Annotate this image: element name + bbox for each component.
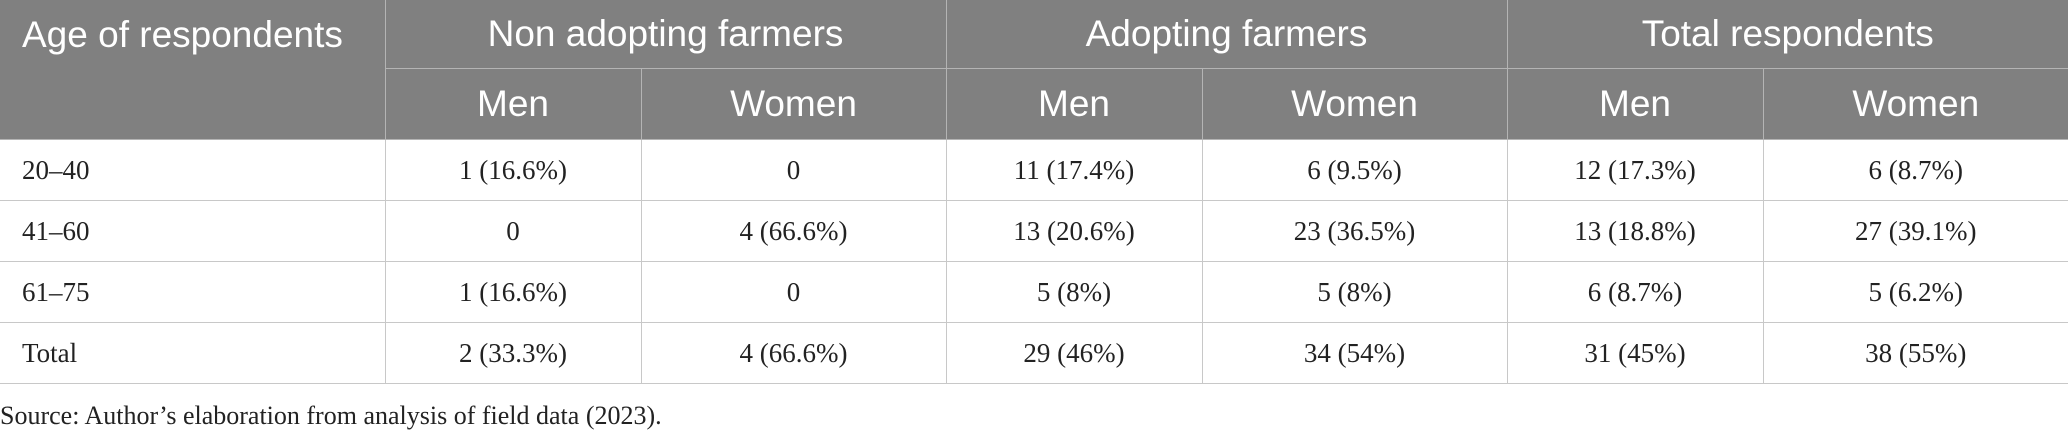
table-cell: 29 (46%) [945, 322, 1202, 384]
table-cell: 1 (16.6%) [384, 139, 641, 201]
table-cell: 27 (39.1%) [1762, 200, 2068, 262]
table-cell: 6 (8.7%) [1762, 139, 2068, 201]
table-header: Age of respondents Non adopting farmers … [0, 0, 2068, 140]
table-cell: 0 [384, 200, 641, 262]
table-cell: 4 (66.6%) [640, 322, 946, 384]
header-adopting-women: Women [1201, 68, 1507, 140]
header-non-adopting-men: Men [384, 68, 641, 140]
header-row-groups: Age of respondents Non adopting farmers … [0, 0, 2068, 140]
header-group-adopting: Adopting farmers [945, 0, 1507, 69]
row-label: 61–75 [0, 261, 385, 323]
table-cell: 38 (55%) [1762, 322, 2068, 384]
header-total-men: Men [1506, 68, 1763, 140]
table-cell: 6 (9.5%) [1201, 139, 1507, 201]
table-body: 20–40 1 (16.6%) 0 11 (17.4%) 6 (9.5%) 12… [0, 139, 2068, 384]
respondents-age-table: Age of respondents Non adopting farmers … [0, 0, 2068, 384]
table-row-total: Total 2 (33.3%) 4 (66.6%) 29 (46%) 34 (5… [0, 322, 2068, 384]
table-row: 61–75 1 (16.6%) 0 5 (8%) 5 (8%) 6 (8.7%)… [0, 261, 2068, 323]
table-cell: 31 (45%) [1506, 322, 1763, 384]
table-cell: 0 [640, 261, 946, 323]
table-cell: 2 (33.3%) [384, 322, 641, 384]
row-label: Total [0, 322, 385, 384]
header-group-total: Total respondents [1506, 0, 2068, 69]
table-cell: 0 [640, 139, 946, 201]
table-cell: 6 (8.7%) [1506, 261, 1763, 323]
table-cell: 5 (8%) [1201, 261, 1507, 323]
row-label: 20–40 [0, 139, 385, 201]
header-age-of-respondents: Age of respondents [0, 0, 385, 140]
table-cell: 13 (18.8%) [1506, 200, 1763, 262]
header-group-non-adopting: Non adopting farmers [384, 0, 946, 69]
header-total-women: Women [1762, 68, 2068, 140]
table-cell: 23 (36.5%) [1201, 200, 1507, 262]
table-cell: 12 (17.3%) [1506, 139, 1763, 201]
row-label: 41–60 [0, 200, 385, 262]
table-cell: 11 (17.4%) [945, 139, 1202, 201]
table-cell: 13 (20.6%) [945, 200, 1202, 262]
table-row: 20–40 1 (16.6%) 0 11 (17.4%) 6 (9.5%) 12… [0, 139, 2068, 201]
table-cell: 4 (66.6%) [640, 200, 946, 262]
source-note: Source: Author’s elaboration from analys… [0, 401, 662, 430]
header-row-genders: Men Women Men Women Men Women [0, 68, 2068, 140]
table-cell: 5 (6.2%) [1762, 261, 2068, 323]
header-non-adopting-women: Women [640, 68, 946, 140]
table-cell: 5 (8%) [945, 261, 1202, 323]
table-cell: 34 (54%) [1201, 322, 1507, 384]
header-adopting-men: Men [945, 68, 1202, 140]
table-row: 41–60 0 4 (66.6%) 13 (20.6%) 23 (36.5%) … [0, 200, 2068, 262]
table-cell: 1 (16.6%) [384, 261, 641, 323]
